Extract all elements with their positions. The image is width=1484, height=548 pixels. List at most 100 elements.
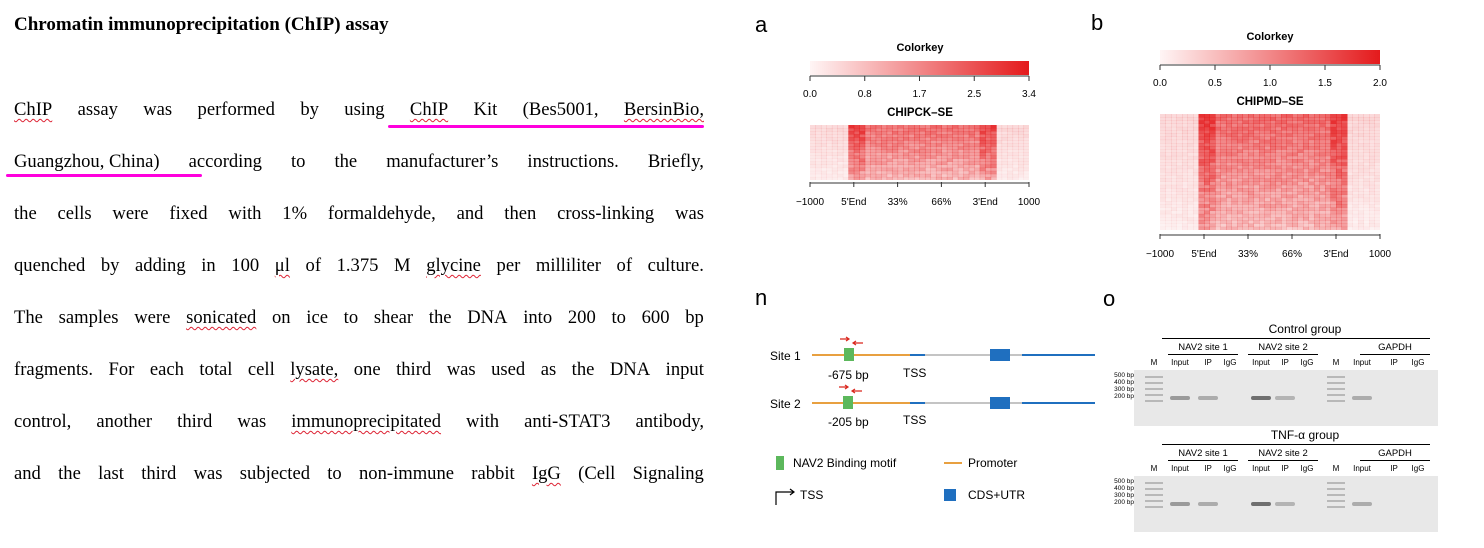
- heatmap-cell: [1215, 204, 1221, 208]
- heatmap-cell: [842, 170, 849, 175]
- heatmap-cell: [837, 149, 844, 153]
- heatmap-cell: [815, 149, 822, 153]
- heatmap-cell: [886, 158, 893, 162]
- heatmap-cell: [875, 137, 882, 141]
- heatmap-cell: [1231, 175, 1238, 179]
- heatmap-cell: [1176, 223, 1183, 228]
- heatmap-cell: [1187, 217, 1194, 221]
- heatmap-a: [810, 125, 1029, 180]
- heatmap-cell: [1193, 178, 1199, 182]
- heatmap-cell: [853, 155, 860, 159]
- heatmap-cell: [914, 149, 920, 153]
- heatmap-cell: [1319, 226, 1326, 230]
- heatmap-cell: [1198, 217, 1205, 221]
- heatmap-cell: [1248, 175, 1254, 179]
- heatmap-cell: [831, 173, 838, 178]
- heatmap-cell: [1023, 161, 1029, 166]
- heatmap-cell: [1358, 143, 1364, 147]
- heatmap-cell: [815, 164, 822, 169]
- heatmap-cell: [957, 158, 964, 162]
- heatmap-cell: [1187, 175, 1194, 179]
- heatmap-cell: [1259, 117, 1265, 121]
- gel-ladder-band: [1145, 482, 1163, 484]
- heatmap-cell: [930, 131, 937, 135]
- heatmap-cell: [897, 143, 904, 147]
- heatmap-cell: [1182, 136, 1188, 141]
- heatmap-cell: [952, 137, 959, 141]
- heatmap-cell: [875, 161, 882, 166]
- heatmap-cell: [1198, 201, 1205, 205]
- heatmap-cell: [1248, 210, 1254, 215]
- heatmap-cell: [1018, 155, 1025, 159]
- heatmap-cell: [1001, 131, 1008, 135]
- heatmap-cell: [1204, 207, 1210, 211]
- heatmap-cell: [1281, 191, 1287, 195]
- heatmap-cell: [930, 167, 937, 172]
- heatmap-cell: [957, 170, 964, 175]
- heatmap-cell: [1314, 126, 1320, 131]
- heatmap-cell: [848, 143, 855, 147]
- heatmap-cell: [853, 176, 860, 180]
- heatmap-cell: [1171, 223, 1177, 228]
- gel-ladder-band: [1145, 500, 1163, 502]
- heatmap-cell: [853, 161, 860, 166]
- heatmap-cell: [1314, 146, 1320, 150]
- heatmap-cell: [1171, 159, 1177, 163]
- panel-letter-a: a: [755, 12, 768, 37]
- heatmap-cell: [979, 131, 986, 135]
- heatmap-cell: [1209, 204, 1216, 208]
- heatmap-cell: [1336, 201, 1342, 205]
- heatmap-cell: [1330, 175, 1337, 179]
- heatmap-cell: [853, 167, 860, 172]
- heatmap-cell: [1187, 114, 1194, 118]
- heatmap-cell: [1237, 178, 1243, 182]
- heatmap-cell: [1281, 207, 1287, 211]
- heatmap-cell: [1231, 223, 1238, 228]
- heatmap-cell: [1358, 204, 1364, 208]
- paragraph-word: the: [334, 151, 358, 172]
- heatmap-cell: [1193, 162, 1199, 166]
- heatmap-cell: [1363, 114, 1370, 118]
- heatmap-cell: [1303, 149, 1309, 153]
- heatmap-cell: [1248, 223, 1254, 228]
- heatmap-cell: [1369, 159, 1375, 163]
- heatmap-cell: [1270, 175, 1276, 179]
- heatmap-cell: [1209, 181, 1216, 186]
- heatmap-cell: [1253, 152, 1260, 157]
- heatmap-cell: [990, 143, 997, 147]
- heatmap-cell: [990, 173, 997, 178]
- heatmap-cell: [1292, 168, 1298, 173]
- heatmap-cell: [903, 125, 910, 129]
- heatmap-cell: [1325, 165, 1331, 170]
- heatmap-cell: [1023, 167, 1029, 172]
- heatmap-cell: [870, 137, 877, 141]
- gel-ladder-band: [1327, 376, 1345, 378]
- heatmap-cell: [1023, 164, 1029, 169]
- heatmap-cell: [1363, 120, 1370, 124]
- heatmap-cell: [1319, 123, 1326, 128]
- heatmap-cell: [1297, 175, 1304, 179]
- heatmap-cell: [1314, 152, 1320, 157]
- heatmap-cell: [946, 176, 953, 180]
- heatmap-cell: [1171, 133, 1177, 137]
- heatmap-cell: [842, 143, 849, 147]
- gel-lane-label: IgG: [1223, 358, 1237, 367]
- heatmap-cell: [1363, 136, 1370, 141]
- heatmap-cell: [1165, 220, 1172, 224]
- paragraph-word: ChIP: [409, 99, 449, 120]
- heatmap-cell: [1215, 114, 1221, 118]
- heatmap-cell: [1171, 146, 1177, 150]
- heatmap-cell: [1319, 149, 1326, 153]
- heatmap-cell: [1369, 155, 1375, 160]
- heatmap-cell: [810, 170, 816, 175]
- heatmap-cell: [1281, 159, 1287, 163]
- heatmap-cell: [1347, 168, 1353, 173]
- heatmap-cell: [1204, 223, 1210, 228]
- heatmap-cell: [881, 173, 888, 178]
- heatmap-cell: [1231, 130, 1238, 134]
- heatmap-cell: [1292, 213, 1298, 218]
- heatmap-cell: [1358, 149, 1364, 153]
- heatmap-cell: [1204, 149, 1210, 153]
- heatmap-cell: [985, 131, 992, 135]
- heatmap-cell: [985, 125, 992, 129]
